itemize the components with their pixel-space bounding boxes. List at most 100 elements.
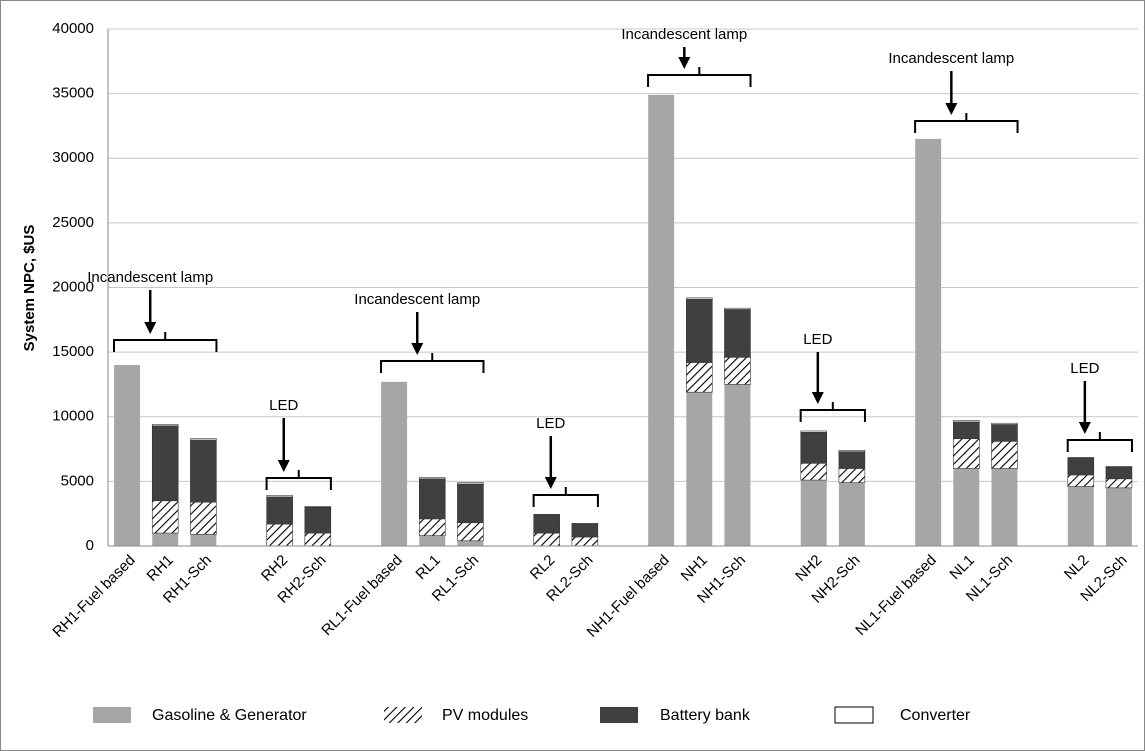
bar-segment [686,362,713,393]
legend-swatch [834,706,874,724]
bar-segment [991,424,1018,442]
bar-segment [266,495,293,498]
annotation: Incandescent lamp [888,50,1014,67]
y-tick-label: 20000 [52,278,94,295]
legend-label: Converter [900,707,971,724]
bar-segment [419,535,446,546]
arrow-head [1078,422,1091,434]
bracket [647,67,752,87]
bar-segment [533,514,560,516]
bar-segment [724,309,751,358]
annotation: LED [536,415,565,432]
bar-segment [190,534,217,546]
legend-label: Battery bank [660,707,751,724]
bar-segment [838,450,866,452]
bar-segment [953,421,980,440]
bar-segment [800,480,827,546]
y-tick-label: 0 [86,537,94,554]
y-tick-label: 40000 [52,20,94,37]
bar-segment [1067,457,1095,476]
bracket [380,353,485,373]
bar-segment [800,430,828,433]
bar-segment [1105,466,1133,468]
bar-segment [266,496,293,525]
bracket [532,487,599,507]
bracket [265,470,332,490]
bar-segment [418,478,446,520]
bar-segment [953,438,980,469]
bar-segment [418,518,446,536]
bar-segment [381,381,408,546]
bar-segment [418,477,446,480]
bar-segment [151,424,179,427]
bar-segment [991,468,1018,546]
bar-segment [953,420,980,423]
annotation: Incandescent lamp [87,269,213,286]
y-tick-label: 15000 [52,343,94,360]
bar-segment [1067,486,1094,546]
y-tick-label: 25000 [52,214,94,231]
bar-segment [457,483,484,524]
arrow-head [945,103,958,115]
bar-segment [457,522,484,542]
bar-segment [1067,457,1095,459]
bar-segment [686,392,713,546]
bar-segment [991,441,1018,469]
y-tick-label: 10000 [52,408,94,425]
bar-segment [571,523,599,538]
y-tick-label: 35000 [52,85,94,102]
bar-segment [190,438,217,441]
legend-label: Gasoline & Generator [152,707,307,724]
bar-segment [724,307,751,310]
bar-segment [190,501,217,535]
arrow-head [544,477,557,489]
y-tick-label: 30000 [52,149,94,166]
annotation: Incandescent lamp [621,26,747,43]
bar-segment [571,523,599,525]
bar-segment [571,536,599,547]
bar-segment [838,482,865,546]
bracket [799,402,866,422]
bar-segment [686,297,713,300]
bar-segment [915,138,942,547]
legend-swatch [600,707,638,723]
bar-segment [152,533,179,546]
bar-segment [991,422,1018,425]
bar-segment [1105,466,1133,480]
bar-segment [533,514,560,534]
legend-label: PV modules [442,707,528,724]
bar-segment [724,384,751,546]
y-tick-label: 5000 [61,472,94,489]
bar-segment [151,500,179,534]
arrow-head [678,57,691,69]
arrow-head [411,343,424,355]
bracket [914,113,1019,133]
bar-segment [114,365,141,546]
arrow-head [277,460,290,472]
bar-segment [190,439,217,503]
arrow-head [811,392,824,404]
bar-segment [304,506,332,534]
bar-segment [724,356,751,385]
bar-segment [457,540,484,546]
bar-segment [1105,487,1132,546]
bar-segment [838,468,866,483]
bar-segment [838,451,866,469]
bar-segment [304,506,332,508]
bar-segment [648,94,675,546]
bracket [113,332,218,352]
arrow-head [144,322,157,334]
bar-segment [800,462,828,481]
bar-segment [151,425,179,502]
bar-segment [304,532,332,547]
bar-segment [533,532,560,547]
bar-segment [457,482,484,485]
bar-segment [953,468,980,546]
annotation: LED [1070,360,1099,377]
legend-swatch [384,707,422,723]
y-axis-label: System NPC, $US [21,225,38,352]
bar-segment [266,523,293,547]
annotation: LED [269,397,298,414]
